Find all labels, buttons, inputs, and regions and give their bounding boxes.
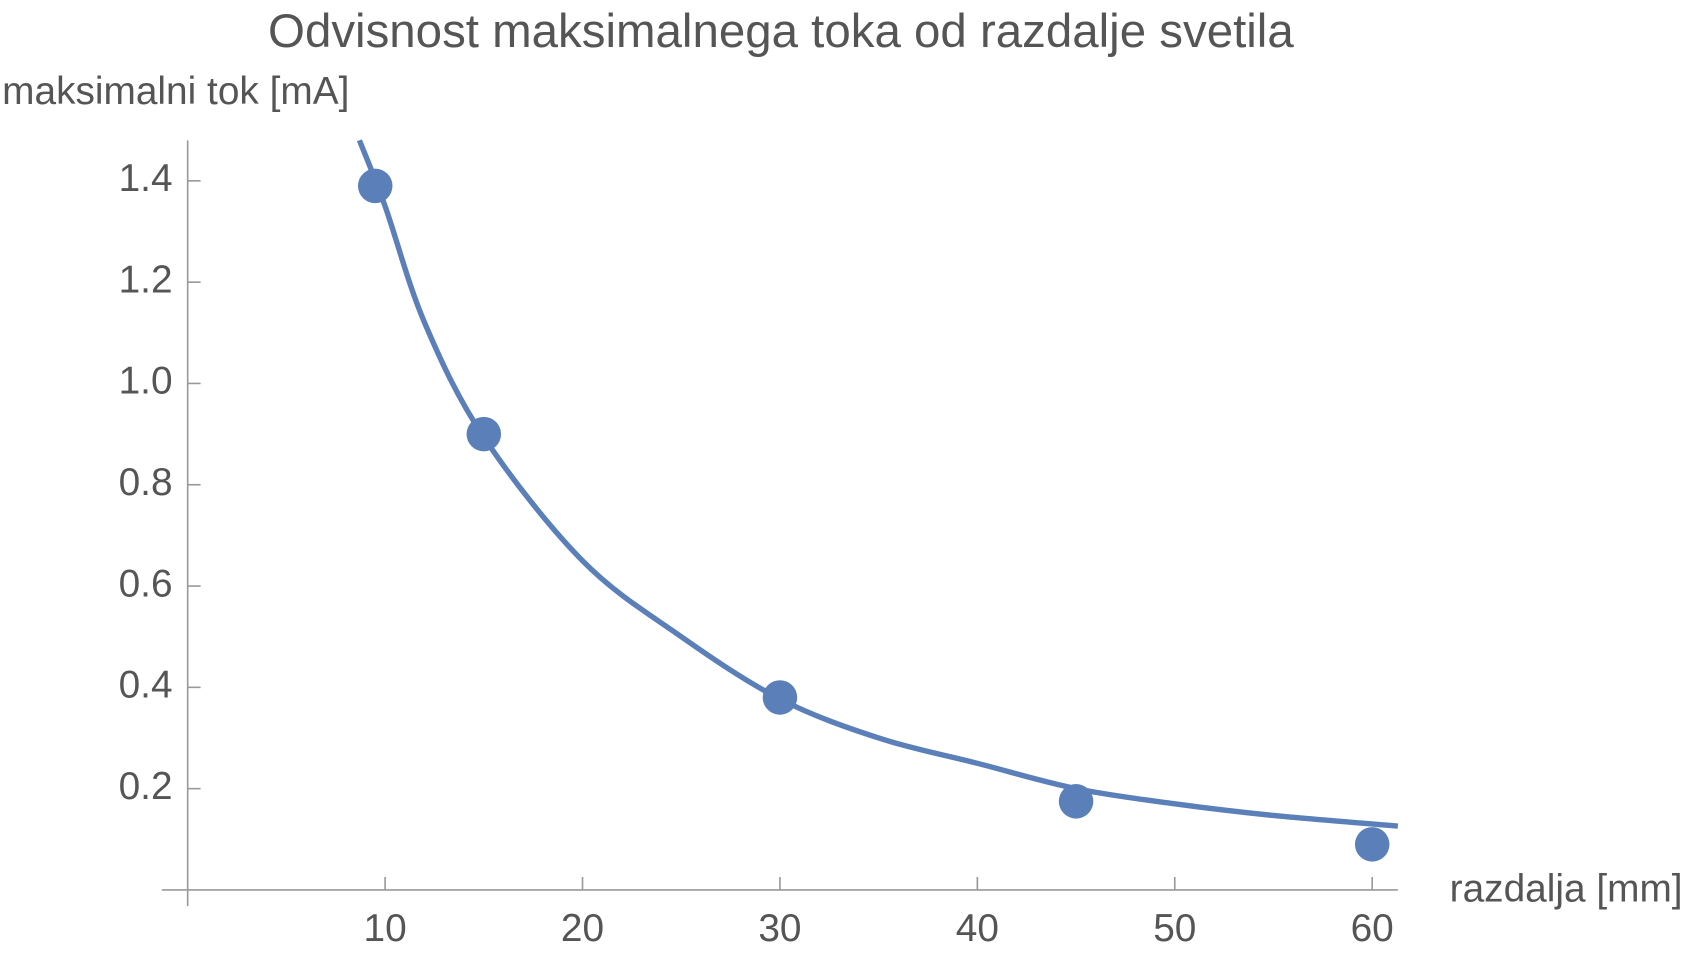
data-point [762,680,798,715]
x-tick-label: 10 [364,907,407,950]
data-point [1058,784,1094,819]
chart-title: Odvisnost maksimalnega toka od razdalje … [268,5,1294,58]
x-tick-label: 30 [758,907,801,950]
y-tick-label: 0.4 [119,664,173,707]
x-tick-label: 20 [561,907,604,950]
y-tick-label: 1.0 [119,360,173,403]
y-tick-label: 0.6 [119,562,173,605]
fit-curve [356,139,1399,829]
x-axis-label: razdalja [mm] [1450,867,1683,910]
data-point [357,168,393,204]
x-tick-label: 60 [1351,907,1394,950]
y-tick-label: 1.4 [119,157,173,200]
y-tick-label: 0.8 [119,461,173,504]
data-point [1354,827,1390,862]
y-axis-label: maksimalni tok [mA] [2,70,349,113]
y-tick-label: 1.2 [119,258,173,301]
x-tick-label: 40 [956,907,999,950]
data-point [466,416,502,452]
x-tick-label: 50 [1153,907,1196,950]
y-tick-label: 0.2 [119,765,173,808]
